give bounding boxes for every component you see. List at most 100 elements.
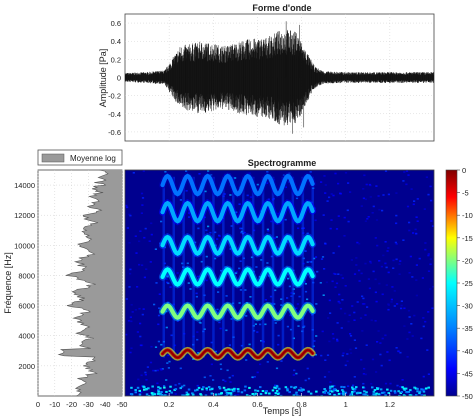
noise-cell — [399, 260, 402, 262]
waveform-y-tick-label: -0.6 — [108, 128, 121, 137]
noise-cell — [136, 331, 139, 333]
noise-cell — [341, 354, 344, 357]
noise-cell — [235, 388, 238, 390]
noise-cell — [384, 170, 388, 172]
low-band-cell — [153, 393, 156, 396]
noise-cell — [309, 260, 312, 263]
low-band-cell — [377, 393, 381, 396]
noise-cell — [313, 257, 316, 260]
noise-cell — [381, 337, 384, 340]
noise-cell — [369, 196, 372, 198]
noise-cell — [355, 264, 358, 266]
noise-cell — [429, 263, 432, 266]
low-band-cell — [174, 388, 178, 391]
noise-cell — [214, 350, 217, 353]
colorbar-tick-label: -20 — [462, 256, 473, 265]
waveform-ylabel: Amplitude [Pa] — [98, 49, 108, 108]
noise-cell — [337, 273, 340, 275]
low-band-cell — [332, 389, 335, 392]
noise-cell — [129, 272, 132, 275]
noise-cell — [365, 183, 368, 186]
low-band-cell — [197, 386, 201, 389]
noise-cell — [134, 235, 137, 237]
noise-cell — [174, 384, 177, 386]
noise-cell — [166, 281, 169, 284]
event-streak — [271, 176, 275, 358]
noise-cell — [240, 227, 243, 230]
noise-cell — [387, 193, 390, 196]
noise-cell — [303, 281, 306, 283]
noise-cell — [222, 379, 225, 381]
low-band-cell — [187, 388, 191, 391]
noise-cell — [351, 305, 354, 307]
low-band-cell — [409, 389, 412, 392]
low-band-cell — [165, 390, 168, 393]
noise-cell — [332, 194, 335, 197]
low-band-cell — [210, 388, 214, 391]
low-band-cell — [331, 385, 334, 388]
noise-cell — [415, 264, 418, 266]
noise-cell — [408, 316, 411, 318]
noise-cell — [358, 280, 361, 282]
noise-cell — [326, 354, 330, 356]
event-streak — [311, 176, 314, 358]
event-streak — [251, 176, 255, 358]
noise-cell — [324, 184, 327, 186]
noise-cell — [228, 376, 231, 379]
noise-cell — [397, 350, 400, 353]
noise-cell — [411, 335, 414, 337]
low-band-cell — [394, 391, 397, 394]
noise-cell — [286, 325, 289, 328]
noise-cell — [306, 232, 309, 235]
noise-cell — [406, 205, 410, 208]
low-band-cell — [286, 387, 289, 390]
low-band-cell — [205, 387, 208, 390]
noise-cell — [304, 283, 307, 285]
noise-cell — [386, 250, 389, 252]
low-band-cell — [233, 389, 236, 392]
low-band-cell — [274, 392, 278, 395]
low-band-cell — [226, 392, 229, 395]
noise-cell — [402, 180, 405, 182]
noise-cell — [150, 345, 153, 348]
low-band-cell — [164, 394, 167, 396]
noise-cell — [341, 299, 344, 301]
noise-cell — [353, 376, 356, 378]
noise-cell — [167, 367, 170, 369]
noise-cell — [361, 330, 364, 332]
low-band-cell — [218, 386, 221, 388]
low-band-cell — [295, 394, 299, 396]
low-band-cell — [424, 387, 428, 390]
noise-cell — [387, 271, 390, 274]
noise-cell — [411, 276, 414, 278]
noise-cell — [306, 261, 309, 263]
noise-cell — [251, 376, 254, 378]
noise-cell — [167, 282, 170, 285]
low-band-cell — [422, 388, 425, 391]
noise-cell — [399, 385, 402, 388]
noise-cell — [179, 367, 182, 370]
noise-cell — [165, 379, 168, 381]
noise-cell — [153, 303, 156, 306]
noise-cell — [329, 312, 332, 314]
noise-cell — [323, 376, 327, 378]
noise-cell — [223, 193, 226, 195]
noise-cell — [398, 273, 401, 275]
noise-cell — [362, 197, 365, 200]
low-band-cell — [414, 387, 418, 390]
spectrum-line — [57, 169, 109, 397]
noise-cell — [125, 333, 128, 336]
noise-cell — [298, 295, 301, 298]
noise-cell — [160, 220, 163, 223]
low-band-cell — [397, 390, 400, 393]
low-band-cell — [331, 390, 334, 393]
noise-cell — [321, 330, 324, 333]
noise-cell — [212, 379, 215, 381]
noise-cell — [376, 244, 379, 247]
spectrum-y-tick-label: 4000 — [18, 332, 35, 341]
noise-cell — [284, 218, 287, 221]
noise-cell — [340, 274, 343, 276]
noise-cell — [350, 259, 353, 261]
noise-cell — [427, 253, 430, 255]
low-band-cell — [220, 392, 223, 395]
